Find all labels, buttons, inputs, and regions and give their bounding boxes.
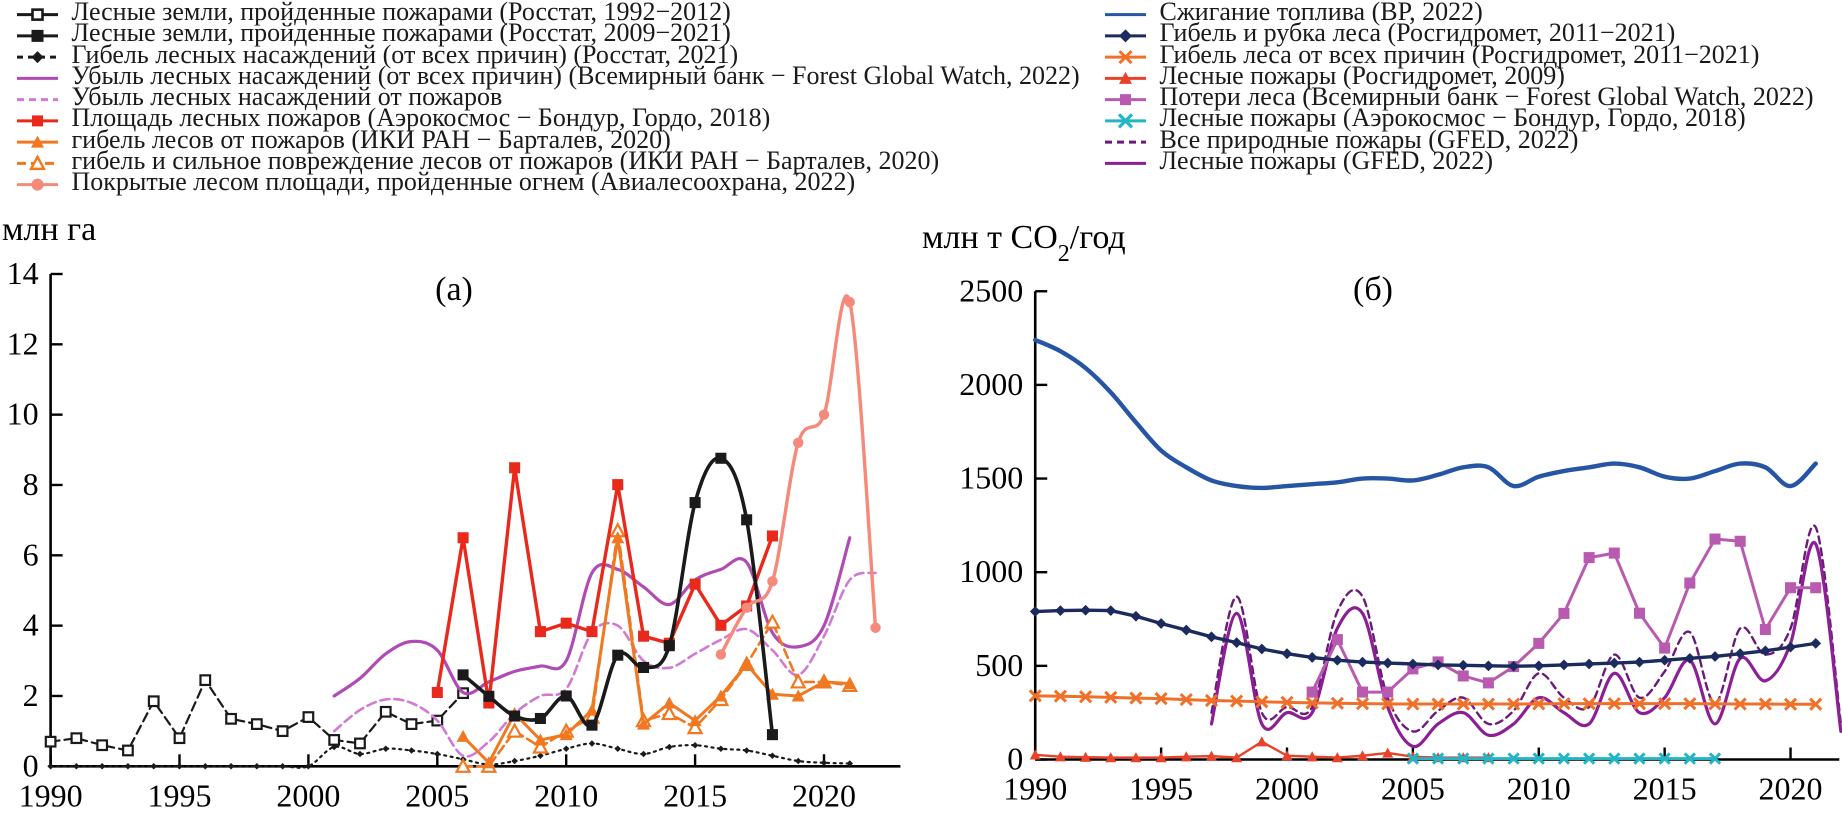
svg-text:2000: 2000 (1255, 771, 1319, 807)
svg-text:6: 6 (23, 536, 39, 572)
svg-text:2015: 2015 (1633, 771, 1697, 807)
svg-text:2015: 2015 (663, 777, 727, 813)
svg-text:1995: 1995 (148, 777, 212, 813)
svg-text:млн т CO2/год: млн т CO2/год (922, 219, 1126, 267)
svg-text:1500: 1500 (959, 460, 1023, 496)
svg-text:4: 4 (23, 607, 39, 643)
svg-text:2020: 2020 (1759, 771, 1823, 807)
svg-text:2500: 2500 (959, 272, 1023, 308)
svg-text:1995: 1995 (1129, 771, 1193, 807)
svg-text:2000: 2000 (276, 777, 340, 813)
svg-text:500: 500 (975, 647, 1023, 683)
svg-text:1990: 1990 (1003, 771, 1067, 807)
svg-text:12: 12 (7, 325, 39, 361)
svg-text:1990: 1990 (19, 777, 83, 813)
svg-text:10: 10 (7, 396, 39, 432)
svg-text:млн га: млн га (2, 211, 96, 248)
svg-text:(a): (a) (435, 271, 473, 308)
svg-text:2010: 2010 (1507, 771, 1571, 807)
svg-text:14: 14 (7, 255, 39, 291)
svg-text:8: 8 (23, 466, 39, 502)
svg-text:1000: 1000 (959, 553, 1023, 589)
svg-text:2000: 2000 (959, 366, 1023, 402)
svg-text:2: 2 (23, 677, 39, 713)
svg-text:2005: 2005 (405, 777, 469, 813)
svg-text:2020: 2020 (792, 777, 856, 813)
svg-text:(б): (б) (1353, 271, 1393, 308)
svg-text:2010: 2010 (534, 777, 598, 813)
svg-text:2005: 2005 (1381, 771, 1445, 807)
